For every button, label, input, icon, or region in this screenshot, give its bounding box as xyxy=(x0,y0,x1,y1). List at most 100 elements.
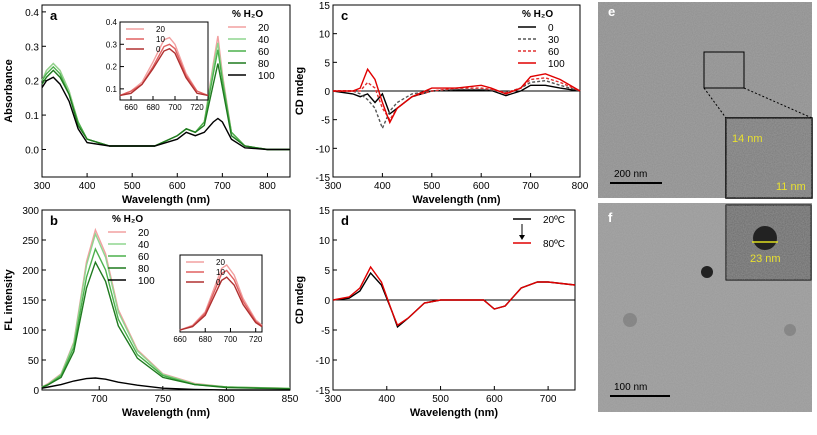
y-axis-label: CD mdeg xyxy=(294,276,306,324)
y-tick-label: 0.4 xyxy=(25,8,39,19)
scale-bar-label: 200 nm xyxy=(614,169,647,180)
legend-label: 60 xyxy=(258,47,270,58)
tem-image-f xyxy=(598,203,812,412)
legend-label: 20ºC xyxy=(543,215,565,226)
size-annotation: 23 nm xyxy=(750,253,781,265)
x-tick-label: 600 xyxy=(486,394,503,405)
tem-image-e xyxy=(598,2,813,199)
x-tick-label: 500 xyxy=(423,181,440,192)
y-tick-label: 15 xyxy=(319,206,331,217)
legend-label: 0 xyxy=(216,278,221,287)
y-tick-label: 0 xyxy=(324,87,330,98)
x-tick-label: 400 xyxy=(79,181,96,192)
legend-label: 80 xyxy=(138,264,150,275)
x-tick-label: 680 xyxy=(146,103,160,112)
y-tick-label: 0.4 xyxy=(106,18,118,27)
y-tick-label: -5 xyxy=(321,326,330,337)
x-axis-label: Wavelength (nm) xyxy=(410,407,499,419)
legend-label: 30 xyxy=(548,35,560,46)
x-tick-label: 680 xyxy=(199,335,213,344)
x-tick-label: 400 xyxy=(374,181,391,192)
legend-title: % H₂O xyxy=(112,214,143,225)
panel-label: c xyxy=(341,8,348,23)
scale-bar-label: 100 nm xyxy=(614,382,647,393)
line-series xyxy=(179,269,263,331)
x-tick-label: 700 xyxy=(168,103,182,112)
line-series xyxy=(41,76,290,151)
y-tick-label: 0.1 xyxy=(106,85,118,94)
x-tick-label: 300 xyxy=(34,181,51,192)
x-tick-label: 750 xyxy=(154,394,171,405)
size-annotation: 14 nm xyxy=(732,133,763,145)
x-axis-label: Wavelength (nm) xyxy=(122,194,211,206)
y-tick-label: 15 xyxy=(319,1,331,12)
legend-label: 60 xyxy=(138,252,150,263)
x-tick-label: 600 xyxy=(473,181,490,192)
y-tick-label: -15 xyxy=(316,386,331,397)
x-tick-label: 700 xyxy=(540,394,557,405)
x-tick-label: 850 xyxy=(282,394,299,405)
y-tick-label: 250 xyxy=(22,236,39,247)
y-tick-label: 0.3 xyxy=(25,42,39,53)
y-axis-label: CD mdeg xyxy=(294,67,306,115)
y-tick-label: 0 xyxy=(33,386,39,397)
y-tick-label: 200 xyxy=(22,266,39,277)
y-tick-label: -10 xyxy=(316,144,331,155)
y-tick-label: 0.1 xyxy=(25,111,39,122)
y-tick-label: 10 xyxy=(319,236,331,247)
y-tick-label: 150 xyxy=(22,296,39,307)
x-tick-label: 500 xyxy=(432,394,449,405)
y-tick-label: 5 xyxy=(324,266,330,277)
legend-title: % H₂O xyxy=(232,9,263,20)
legend-label: 0 xyxy=(548,23,554,34)
line-series xyxy=(119,47,209,97)
y-tick-label: 50 xyxy=(28,356,40,367)
inset-frame xyxy=(179,254,263,333)
legend-label: 80 xyxy=(258,59,270,70)
legend-label: 20 xyxy=(156,25,165,34)
legend-label: 10 xyxy=(216,268,225,277)
y-tick-label: 0.0 xyxy=(25,145,39,156)
panel-label: d xyxy=(341,213,349,228)
legend-label: 100 xyxy=(258,71,275,82)
line-series xyxy=(332,265,576,327)
legend-label: 100 xyxy=(138,276,155,287)
y-tick-label: 10 xyxy=(319,30,331,41)
legend-label: 0 xyxy=(156,45,161,54)
legend-label: 10 xyxy=(156,35,165,44)
y-tick-label: 0.2 xyxy=(25,77,39,88)
x-tick-label: 700 xyxy=(224,335,238,344)
line-series xyxy=(179,264,263,331)
y-tick-label: -10 xyxy=(316,356,331,367)
x-tick-label: 800 xyxy=(572,181,589,192)
panel-label: f xyxy=(608,210,613,225)
y-tick-label: -5 xyxy=(321,116,330,127)
x-tick-label: 720 xyxy=(249,335,263,344)
y-tick-label: 5 xyxy=(324,58,330,69)
x-tick-label: 700 xyxy=(214,181,231,192)
y-tick-label: 100 xyxy=(22,326,39,337)
x-tick-label: 800 xyxy=(259,181,276,192)
y-axis-label: Absorbance xyxy=(3,59,15,123)
x-tick-label: 800 xyxy=(218,394,235,405)
panel-label: a xyxy=(50,8,58,23)
panel-label: b xyxy=(50,213,58,228)
line-series xyxy=(179,276,263,331)
line-series xyxy=(333,77,581,121)
x-tick-label: 300 xyxy=(325,394,342,405)
x-tick-label: 500 xyxy=(124,181,141,192)
y-tick-label: -15 xyxy=(316,173,331,184)
x-tick-label: 400 xyxy=(378,394,395,405)
x-tick-label: 720 xyxy=(190,103,204,112)
legend-label: 20 xyxy=(138,228,150,239)
legend-label: 60 xyxy=(548,47,560,58)
line-series xyxy=(333,67,581,125)
x-tick-label: 700 xyxy=(91,394,108,405)
size-annotation: 11 nm xyxy=(776,181,806,193)
x-tick-label: 700 xyxy=(522,181,539,192)
y-tick-label: 300 xyxy=(22,206,39,217)
x-tick-label: 660 xyxy=(124,103,138,112)
chart-panel: 300 400 500 600 700 800-15-10-5051015Waveleng… xyxy=(294,1,589,206)
